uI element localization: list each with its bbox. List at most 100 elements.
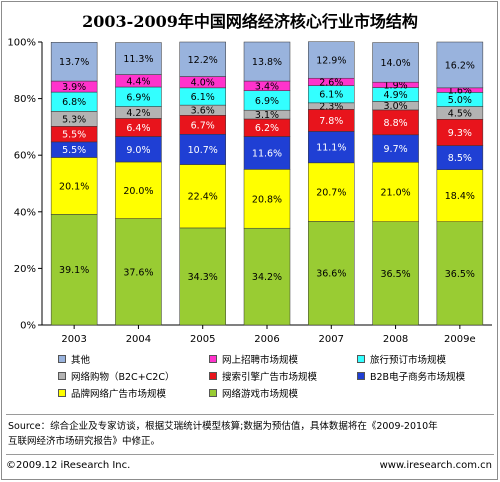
bar-segment	[179, 227, 226, 326]
legend-item: 网上招聘市场规模	[209, 352, 298, 366]
legend-swatch	[58, 355, 66, 363]
bar-segment	[372, 221, 419, 326]
bar-segment	[243, 136, 291, 170]
data-label: 1.9%	[384, 80, 408, 91]
data-label: 5.5%	[62, 145, 86, 156]
data-label: 3.9%	[62, 82, 86, 93]
legend-item: 网络购物（B2C+C2C）	[58, 369, 174, 383]
data-label: 20.1%	[59, 181, 89, 192]
data-label: 4.5%	[448, 108, 472, 119]
data-label: 12.2%	[188, 55, 218, 66]
legend-label: 网上招聘市场规模	[222, 355, 299, 366]
data-label: 14.0%	[380, 58, 410, 69]
bar-segment	[436, 145, 484, 170]
y-tick-label: 20%	[14, 264, 36, 275]
legend-label: 旅行预订市场规模	[370, 355, 447, 366]
data-label: 11.3%	[123, 54, 153, 65]
data-label: 5.0%	[448, 95, 472, 106]
bar-segment	[115, 136, 162, 163]
data-label: 5.3%	[62, 114, 86, 125]
data-label: 18.4%	[445, 191, 475, 202]
legend-swatch	[209, 389, 217, 397]
data-label: 39.1%	[59, 265, 89, 276]
website: www.iresearch.com.cn	[379, 460, 492, 471]
legend-label: B2B电子商务市场规模	[370, 372, 466, 383]
bar-segment	[372, 42, 419, 83]
legend-label: 品牌网络广告市场规模	[71, 389, 167, 400]
data-label: 12.9%	[316, 55, 346, 66]
bar-segment	[308, 162, 355, 222]
chart-title: 2003-2009年中国网络经济核心行业市场结构	[82, 12, 418, 31]
legend-item: 搜索引擎广告市场规模	[209, 369, 317, 383]
data-label: 10.7%	[188, 145, 218, 156]
data-label: 8.8%	[384, 118, 408, 129]
data-label: 9.7%	[384, 144, 408, 155]
source-line-1: Source：综合企业及专家访谈，根据艾瑞统计模型核算;数据为预估值，具体数据将…	[8, 421, 438, 432]
y-tick-label: 80%	[14, 94, 36, 105]
bar-segment	[243, 227, 291, 326]
bar-segment	[308, 41, 355, 79]
data-label: 1.6%	[448, 86, 472, 97]
legend-label: 网络购物（B2C+C2C）	[71, 372, 175, 383]
data-label: 3.4%	[255, 81, 279, 92]
stacked-bar-chart: 0% 20% 40% 60% 80% 100% 39.1% 20.1% 5.5% 5.5% 5.3%…	[7, 38, 492, 345]
bar-segment	[308, 221, 355, 326]
data-label: 6.7%	[191, 120, 215, 131]
data-label: 36.5%	[380, 269, 410, 280]
bar-segment	[436, 119, 484, 146]
x-tick-label: 2003	[61, 334, 86, 345]
data-label: 11.1%	[316, 143, 346, 154]
bar-segment	[50, 214, 98, 326]
data-label: 20.7%	[316, 188, 346, 199]
legend-label: 其他	[71, 355, 91, 366]
data-label: 9.3%	[448, 128, 472, 139]
bar-segment	[308, 131, 355, 164]
bar-segment	[436, 41, 484, 89]
y-tick-label: 60%	[14, 151, 36, 162]
data-label: 4.9%	[384, 90, 408, 101]
source-line-2: 互联网经济市场研究报告》中修正。	[8, 436, 161, 447]
data-label: 6.9%	[126, 92, 150, 103]
data-label: 4.2%	[126, 108, 150, 119]
legend-swatch	[209, 372, 217, 380]
legend-swatch	[357, 355, 365, 363]
legend-item: 其他	[58, 352, 90, 366]
data-label: 3.0%	[384, 101, 408, 112]
bar-segment	[50, 157, 98, 215]
divider	[6, 414, 494, 415]
x-tick-label: 2006	[254, 334, 279, 345]
bar-segment	[243, 41, 291, 82]
bar-segment	[179, 164, 226, 229]
data-label: 2.6%	[319, 77, 343, 88]
bar-segment	[179, 134, 226, 165]
legend-swatch	[58, 372, 66, 380]
data-label: 3.6%	[191, 106, 215, 117]
data-label: 20.8%	[252, 194, 282, 205]
x-tick-label: 2005	[190, 334, 215, 345]
bar-segment	[115, 218, 162, 326]
data-label: 20.0%	[123, 186, 153, 197]
legend-item: B2B电子商务市场规模	[357, 369, 465, 383]
data-label: 37.6%	[123, 267, 153, 278]
x-tick-label: 2007	[319, 334, 344, 345]
data-label: 22.4%	[188, 192, 218, 203]
x-tick-label: 2009e	[444, 334, 476, 345]
data-label: 6.4%	[126, 123, 150, 134]
data-label: 6.2%	[255, 123, 279, 134]
data-label: 3.1%	[255, 110, 279, 121]
data-label: 16.2%	[445, 60, 475, 71]
copyright: ©2009.12 iResearch Inc.	[6, 460, 131, 471]
legend-item: 旅行预订市场规模	[357, 352, 446, 366]
data-label: 34.2%	[252, 272, 282, 283]
data-label: 7.8%	[319, 116, 343, 127]
data-label: 5.5%	[62, 130, 86, 141]
bar-segment	[115, 42, 162, 75]
data-label: 13.7%	[59, 57, 89, 68]
data-label: 36.5%	[445, 269, 475, 280]
chart-legend: 其他 网上招聘市场规模 旅行预订市场规模网络购物（B2C+C2C） 搜索引擎广告市场规…	[58, 352, 498, 412]
bar-segment	[436, 169, 484, 222]
data-label: 9.0%	[126, 145, 150, 156]
divider	[6, 454, 494, 455]
data-label: 6.9%	[255, 96, 279, 107]
